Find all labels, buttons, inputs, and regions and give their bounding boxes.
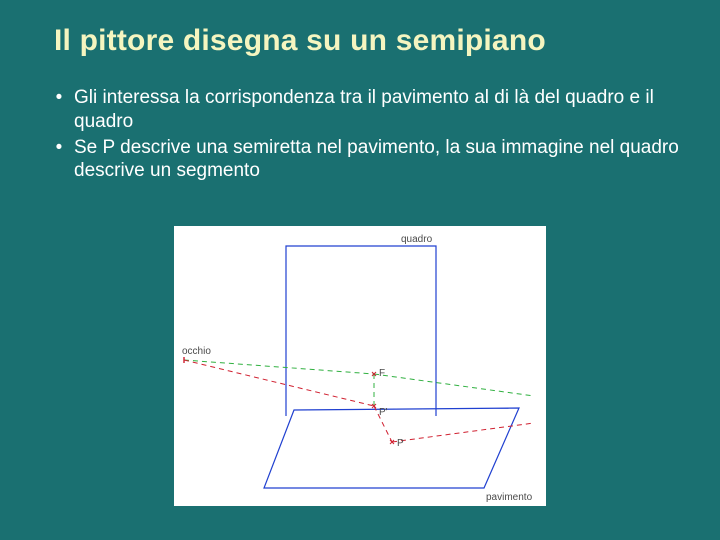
bullet-list: • Gli interessa la corrispondenza tra il… xyxy=(0,58,720,183)
svg-text:occhio: occhio xyxy=(182,346,211,357)
bullet-item: • Gli interessa la corrispondenza tra il… xyxy=(44,86,680,134)
slide-title: Il pittore disegna su un semipiano xyxy=(0,0,720,58)
bullet-marker: • xyxy=(44,86,74,134)
svg-text:P: P xyxy=(397,438,404,449)
bullet-text: Gli interessa la corrispondenza tra il p… xyxy=(74,86,680,134)
svg-text:F: F xyxy=(379,368,385,379)
bullet-item: • Se P descrive una semiretta nel pavime… xyxy=(44,136,680,184)
svg-text:P': P' xyxy=(379,407,388,418)
bullet-marker: • xyxy=(44,136,74,184)
bullet-text: Se P descrive una semiretta nel paviment… xyxy=(74,136,680,184)
perspective-diagram: quadro pavimento occhio F P' P xyxy=(174,226,546,506)
svg-text:pavimento: pavimento xyxy=(486,492,533,503)
svg-text:quadro: quadro xyxy=(401,234,433,245)
